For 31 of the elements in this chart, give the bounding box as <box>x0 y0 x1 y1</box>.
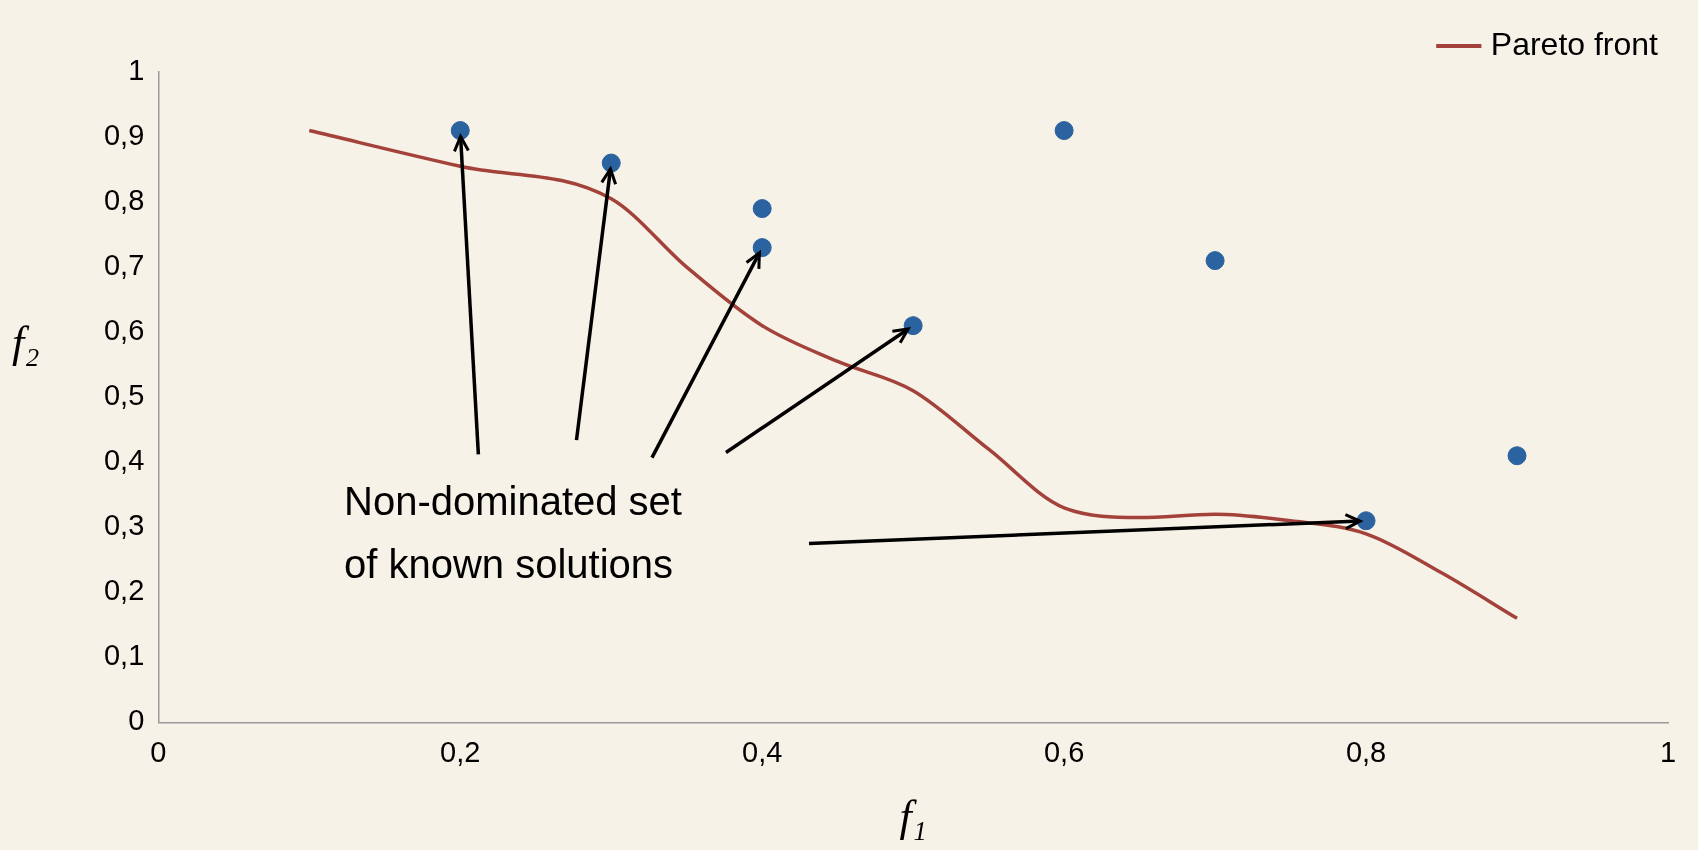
y-tick-label: 0 <box>128 704 145 737</box>
y-tick-label: 0,9 <box>103 119 145 152</box>
x-axis-title: f₁ <box>899 792 927 842</box>
point <box>601 153 621 173</box>
y-tick-label: 0,3 <box>103 509 145 542</box>
y-axis-title: f₂ <box>12 317 40 367</box>
point <box>1205 251 1225 271</box>
y-tick-label: 0,1 <box>103 639 145 672</box>
x-tick-label: 0 <box>150 735 167 768</box>
x-tick-label: 0,2 <box>440 735 481 768</box>
y-tick-label: 0,8 <box>103 184 145 217</box>
x-tick-label: 0,6 <box>1043 735 1085 768</box>
legend-label: Pareto front <box>1490 25 1659 62</box>
point <box>450 121 470 141</box>
y-tick-label: 0,5 <box>103 379 145 412</box>
point <box>752 238 772 258</box>
x-tick-label: 0,8 <box>1345 735 1387 768</box>
y-tick-label: 0,6 <box>103 314 145 347</box>
annotation: Non-dominated set of known solutions <box>344 478 682 586</box>
x-tick-label: 0,4 <box>742 735 783 768</box>
point <box>1054 121 1074 141</box>
point <box>903 316 923 336</box>
point <box>752 199 772 219</box>
y-tick-label: 1 <box>128 54 145 86</box>
y-tick-label: 0,2 <box>103 574 145 607</box>
point <box>1356 511 1376 531</box>
y-tick-label: 0,7 <box>103 249 145 282</box>
y-tick-label: 0,4 <box>103 444 145 477</box>
x-tick-label: 1 <box>1659 735 1677 768</box>
line-series <box>307 128 1519 621</box>
point <box>1507 446 1527 466</box>
